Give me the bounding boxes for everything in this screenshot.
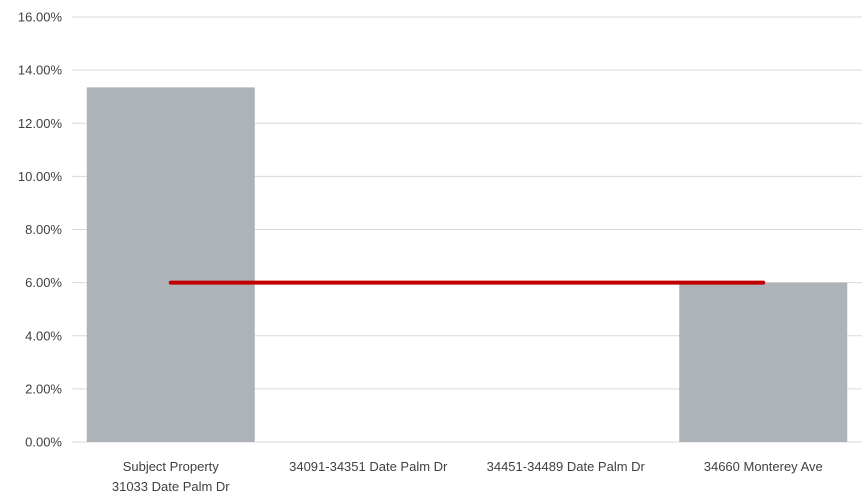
x-category-label: 34091-34351 Date Palm Dr — [289, 459, 448, 474]
bar — [679, 282, 848, 442]
x-category-label: Subject Property 31033 Date Palm Dr — [112, 459, 230, 494]
y-tick-label: 16.00% — [18, 10, 63, 25]
x-category-label: 34451-34489 Date Palm Dr — [487, 459, 646, 474]
bar — [86, 87, 255, 442]
y-tick-label: 4.00% — [25, 328, 62, 343]
y-tick-label: 12.00% — [18, 116, 63, 131]
y-tick-label: 14.00% — [18, 63, 63, 78]
bar-series — [86, 87, 848, 442]
y-tick-label: 2.00% — [25, 381, 62, 396]
y-tick-label: 0.00% — [25, 435, 62, 450]
x-axis-category-labels: Subject Property 31033 Date Palm Dr 34091-… — [112, 459, 823, 494]
x-category-label: 34660 Monterey Ave — [704, 459, 823, 474]
y-tick-label: 6.00% — [25, 275, 62, 290]
y-axis-tick-labels: 0.00% 2.00% 4.00% 6.00% 8.00% 10.00% 12.00% 14.… — [18, 10, 63, 450]
y-tick-label: 8.00% — [25, 222, 62, 237]
y-tick-label: 10.00% — [18, 169, 63, 184]
